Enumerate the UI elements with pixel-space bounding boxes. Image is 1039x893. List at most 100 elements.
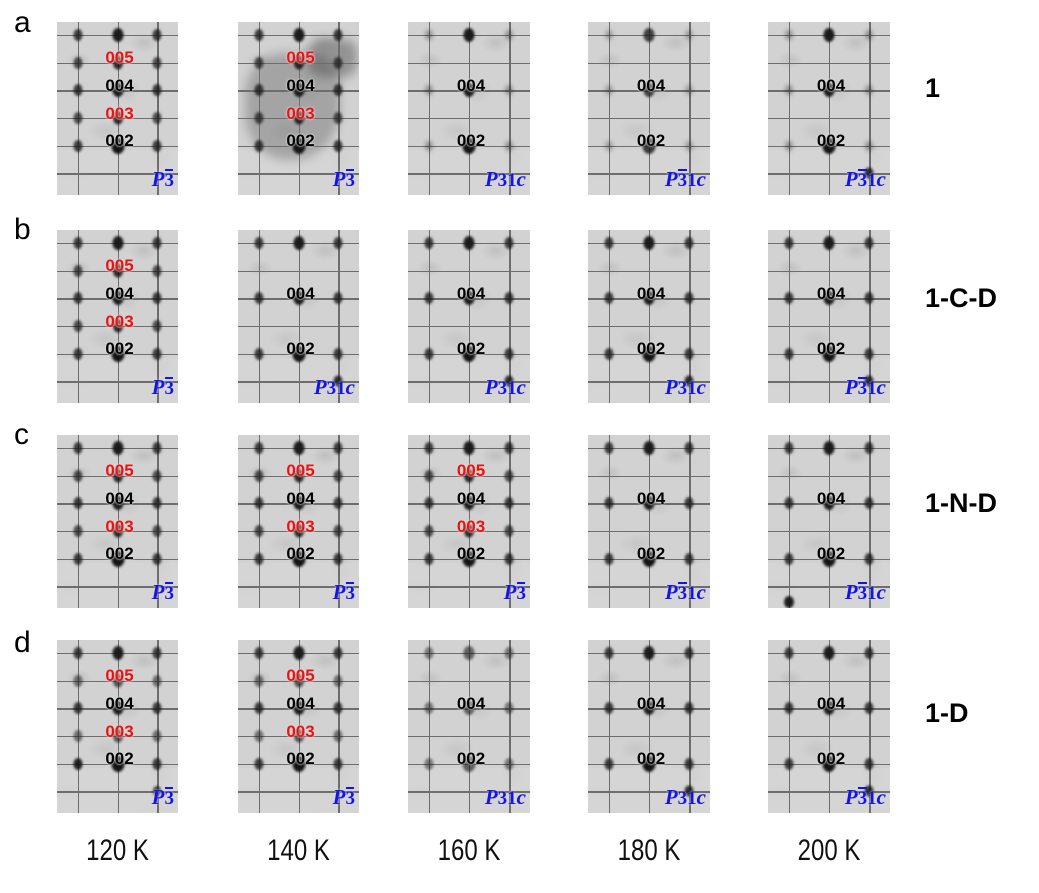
bragg-spot xyxy=(505,85,513,96)
bragg-spot xyxy=(604,702,614,715)
bragg-spot xyxy=(112,701,123,716)
space-group-label: P31c xyxy=(844,167,886,191)
bragg-spot xyxy=(293,729,304,743)
bragg-spot xyxy=(73,674,83,687)
bragg-spot xyxy=(463,440,475,455)
grid-line-vertical xyxy=(258,22,260,195)
bragg-spot xyxy=(784,497,794,510)
bragg-spot xyxy=(685,140,693,151)
bragg-spot xyxy=(784,441,794,454)
grid-line-horizontal xyxy=(408,381,530,383)
bragg-spot xyxy=(424,236,434,249)
grid-line-horizontal xyxy=(768,475,890,478)
grid-line-vertical xyxy=(338,230,340,403)
grid-line-horizontal xyxy=(768,118,890,120)
sample-label-1: 1 xyxy=(925,73,941,103)
hkl-label-004: 004 xyxy=(286,284,315,303)
bragg-spot xyxy=(504,236,514,249)
bragg-spot xyxy=(424,525,434,537)
bragg-spot xyxy=(643,291,655,306)
bragg-spot xyxy=(505,140,513,151)
grid-line-vertical xyxy=(77,230,79,403)
bragg-spot xyxy=(73,236,83,249)
hkl-label-002: 002 xyxy=(816,131,846,151)
grid-line-vertical xyxy=(298,435,300,608)
bragg-spot xyxy=(684,292,694,305)
bragg-spot xyxy=(152,525,162,537)
bragg-spot xyxy=(152,264,162,277)
temperature-label-140-K: 140 K xyxy=(267,834,330,867)
bragg-spot xyxy=(605,85,613,96)
bragg-spot xyxy=(425,29,433,40)
bragg-spot xyxy=(254,56,264,69)
bragg-spot xyxy=(293,235,304,250)
bragg-spot xyxy=(112,235,123,250)
grid-line-vertical xyxy=(869,435,871,608)
panel-letter-c: c xyxy=(14,418,29,451)
bragg-spot xyxy=(293,674,304,688)
bragg-spot xyxy=(505,29,513,40)
bragg-spot xyxy=(73,702,83,715)
bragg-spot xyxy=(642,137,656,154)
diffraction-panel-d5: 004 002 P31c xyxy=(768,640,890,813)
grid-line-horizontal xyxy=(238,270,359,273)
bragg-spot xyxy=(864,167,874,179)
bragg-spot xyxy=(292,755,305,772)
grid-line-horizontal xyxy=(238,326,359,328)
space-group-label: P31c xyxy=(484,785,526,809)
bragg-spot xyxy=(463,27,475,42)
temperature-label-120-K: 120 K xyxy=(86,834,149,867)
hkl-label-002: 002 xyxy=(816,339,846,359)
space-group-label: P3 xyxy=(151,785,174,809)
grid-line-vertical xyxy=(77,22,79,195)
hkl-label-002: 002 xyxy=(456,749,486,769)
bragg-spot xyxy=(823,645,835,660)
grid-line-vertical xyxy=(338,435,340,608)
hkl-label-005: 005 xyxy=(286,665,315,685)
bragg-spot xyxy=(642,345,656,362)
bragg-spot xyxy=(864,757,874,770)
hkl-label-005: 005 xyxy=(105,460,134,480)
bragg-spot xyxy=(333,139,343,152)
hkl-label-005: 005 xyxy=(286,47,315,67)
diffraction-panel-d3: 004 002 P31c xyxy=(408,640,530,813)
bragg-spot xyxy=(112,440,123,455)
bragg-spot xyxy=(425,140,433,151)
bragg-spot xyxy=(643,701,655,716)
diffraction-panel-b5: 004 002 P31c xyxy=(768,230,890,403)
bragg-spot xyxy=(643,27,655,42)
space-group-label: P31c xyxy=(844,580,886,604)
grid-line-horizontal xyxy=(588,736,710,738)
grid-line-horizontal xyxy=(408,791,530,793)
bragg-spot xyxy=(504,375,514,387)
crystal-shadow-edge xyxy=(308,39,357,78)
grid-line-vertical xyxy=(157,230,159,403)
bragg-spot xyxy=(604,552,614,565)
bragg-spot xyxy=(333,112,343,124)
hkl-label-005: 005 xyxy=(105,255,134,275)
space-group-label: P3 xyxy=(151,167,174,191)
grid-line-vertical xyxy=(258,230,260,403)
bragg-spot xyxy=(822,137,836,154)
space-group-label: P31c xyxy=(664,375,706,399)
hkl-label-005: 005 xyxy=(286,460,315,480)
hkl-label-004: 004 xyxy=(636,284,666,303)
grid-line-vertical xyxy=(649,435,651,608)
hkl-label-004: 004 xyxy=(636,489,666,508)
grid-line-horizontal xyxy=(408,736,530,738)
bragg-spot xyxy=(112,319,123,333)
grid-line-vertical xyxy=(649,640,651,813)
grid-line-vertical xyxy=(298,230,300,403)
hkl-label-004: 004 xyxy=(816,76,846,95)
grid-line-vertical xyxy=(338,22,340,195)
diffraction-panel-c3: 005 004 003 002 P3 xyxy=(408,435,530,608)
hkl-label-004: 004 xyxy=(636,76,666,95)
grid-line-horizontal xyxy=(588,791,710,793)
grid-line-vertical xyxy=(608,230,611,403)
bragg-spot xyxy=(784,292,794,305)
bragg-spot xyxy=(684,347,694,360)
bragg-spot xyxy=(293,469,304,483)
temperature-label-160-K: 160 K xyxy=(437,834,501,867)
hkl-label-002: 002 xyxy=(286,544,315,564)
grid-line-horizontal xyxy=(588,118,710,120)
